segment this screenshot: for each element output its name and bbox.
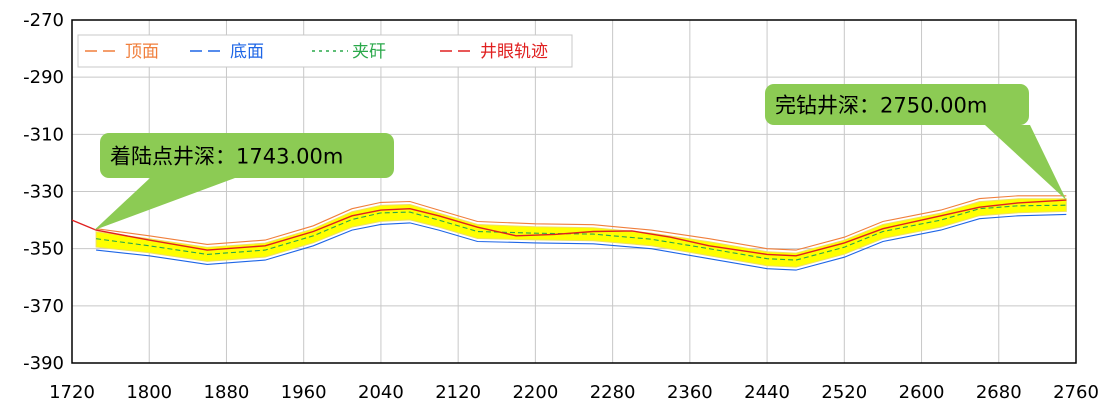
legend-label: 顶面: [125, 42, 159, 62]
grid: [71, 19, 1077, 364]
callouts: 着陆点井深：1743.00m 完钻井深：2750.00m: [94, 84, 1067, 231]
series-line-1: [96, 213, 1067, 271]
x-tick-label: 2680: [976, 382, 1022, 403]
legend-label: 底面: [230, 42, 264, 62]
callout-pointer: [94, 178, 235, 231]
x-tick-label: 1880: [204, 382, 250, 403]
series-line-0: [96, 195, 1067, 251]
y-tick-label: -270: [23, 10, 64, 31]
legend-label: 井眼轨迹: [480, 42, 548, 62]
x-tick-label: 2600: [899, 382, 945, 403]
callout-pointer: [985, 125, 1067, 201]
y-tick-label: -310: [23, 124, 64, 145]
y-tick-label: -370: [23, 296, 64, 317]
y-tick-label: -290: [23, 67, 64, 88]
x-tick-label: 2360: [667, 382, 713, 403]
y-tick-label: -390: [23, 353, 64, 374]
callout-label: 着陆点井深：1743.00m: [110, 145, 343, 169]
callout-box: [100, 133, 394, 178]
y-tick-label: -330: [23, 182, 64, 203]
x-tick-label: 1960: [281, 382, 327, 403]
legend-box: [77, 34, 573, 68]
x-tick-label: 2280: [590, 382, 636, 403]
y-tick-label: -350: [23, 239, 64, 260]
callout-label: 完钻井深：2750.00m: [775, 94, 987, 118]
callout-box: [765, 84, 1029, 125]
x-tick-label: 1800: [126, 382, 172, 403]
x-tick-label: 1720: [49, 382, 95, 403]
series-lines: [71, 195, 1067, 271]
legend: 顶面 底面 夹矸 井眼轨迹: [77, 34, 573, 68]
x-tick-label: 2200: [512, 382, 558, 403]
x-tick-label: 2040: [358, 382, 404, 403]
plot-area-border: [71, 19, 1077, 364]
x-tick-label: 2520: [821, 382, 867, 403]
x-tick-label: 2760: [1053, 382, 1099, 403]
series-line-3: [71, 199, 1067, 257]
legend-label: 夹矸: [352, 42, 386, 62]
y-axis-ticks: -270 -290 -310 -330 -350 -370 -390: [23, 10, 64, 374]
x-axis-ticks: 1720 1800 1880 1960 2040 2120 2200 2280 2360 2440…: [49, 382, 1099, 403]
x-tick-label: 2120: [435, 382, 481, 403]
x-tick-label: 2440: [744, 382, 790, 403]
series-line-2: [96, 204, 1067, 261]
